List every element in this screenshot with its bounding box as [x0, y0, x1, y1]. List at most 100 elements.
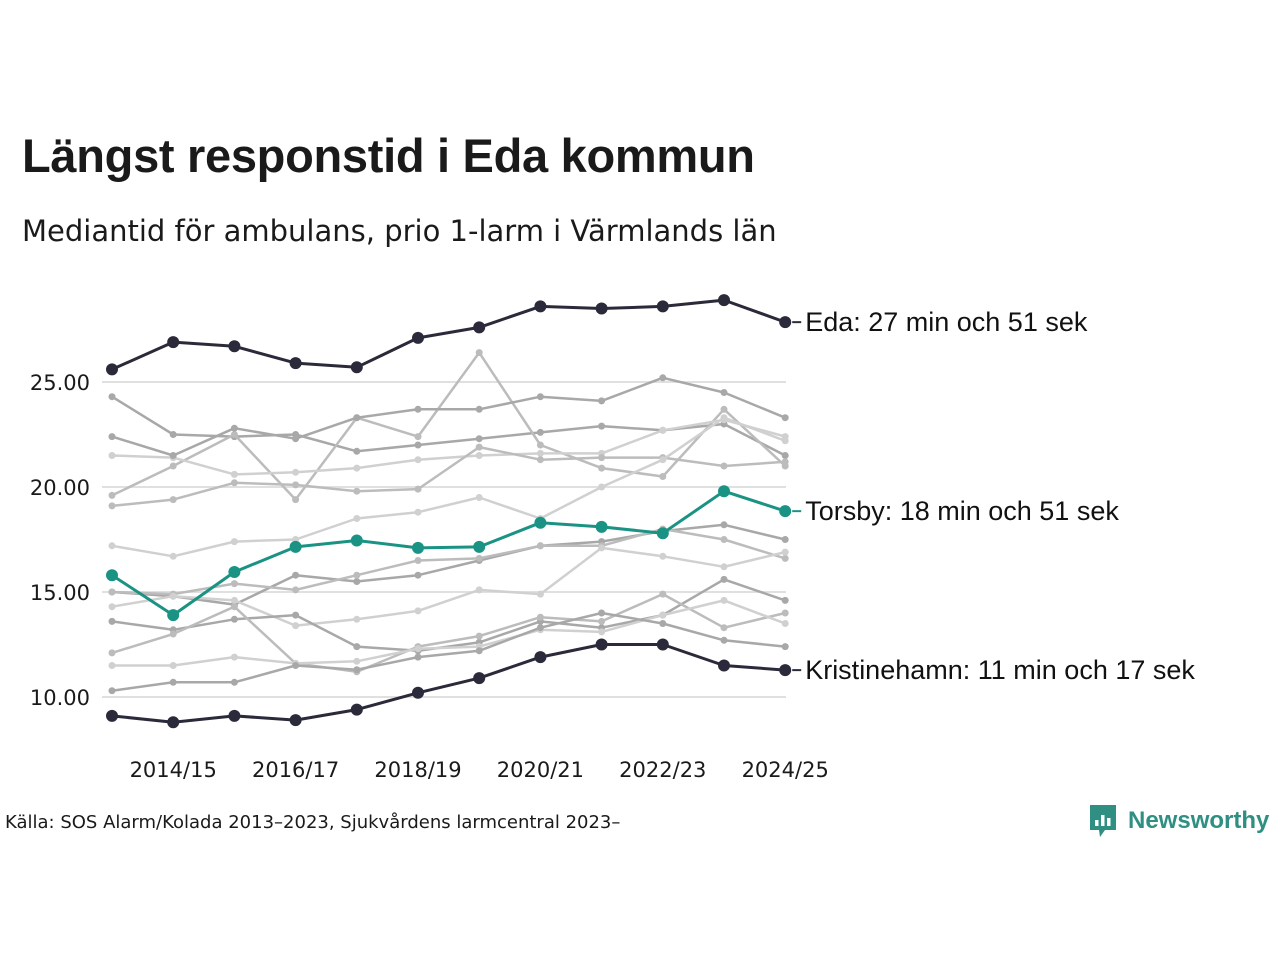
end-label-kristinehamn: Kristinehamn: 11 min och 17 sek: [805, 655, 1195, 685]
context-series-point: [720, 636, 728, 644]
highlight-series-torsby-point: [106, 569, 118, 582]
x-tick-label: 2016/17: [252, 758, 339, 782]
context-series-line: [110, 351, 787, 501]
context-series-point: [598, 483, 606, 491]
context-series-point: [475, 452, 483, 459]
highlight-series-torsby-point: [779, 505, 792, 518]
context-series-point: [781, 596, 789, 604]
context-series-point: [659, 552, 667, 560]
highlight-series-torsby-point: [350, 534, 363, 547]
y-tick-label: 15.00: [30, 581, 90, 605]
context-series-point: [720, 596, 728, 604]
context-series-line: [110, 611, 787, 692]
context-series-point: [720, 563, 728, 571]
highlight-series-kristinehamn-point: [106, 709, 118, 722]
context-series-point: [414, 571, 422, 579]
context-series-point: [292, 468, 300, 476]
context-series-point: [108, 687, 116, 695]
highlight-series-eda-point: [412, 331, 424, 344]
context-series-point: [720, 536, 728, 543]
context-series-point: [292, 435, 300, 443]
highlight-series-torsby-point: [534, 516, 547, 529]
context-series-point: [536, 542, 544, 550]
brand-name: Newsworthy: [1128, 807, 1270, 834]
context-series-point: [659, 590, 667, 598]
context-series-point: [353, 487, 361, 495]
context-series-point: [781, 437, 789, 445]
context-series-point: [169, 462, 177, 470]
context-series-point: [414, 456, 422, 464]
highlight-series-torsby-point: [228, 566, 241, 579]
context-series-point: [169, 552, 177, 560]
context-series-point: [414, 557, 422, 564]
context-series-point: [536, 449, 544, 457]
context-series-point: [414, 645, 422, 653]
context-series-point: [353, 571, 361, 579]
context-series-point: [659, 620, 667, 627]
context-series-point: [230, 431, 238, 438]
source-note: Källa: SOS Alarm/Kolada 2013–2023, Sjukv…: [5, 812, 621, 833]
context-series-point: [230, 479, 238, 487]
context-series-point: [108, 588, 116, 596]
context-series-point: [598, 422, 606, 430]
context-series-point: [353, 414, 361, 422]
context-series-point: [781, 643, 789, 651]
context-series-point: [230, 678, 238, 686]
context-series-point: [659, 473, 667, 480]
context-series-point: [108, 542, 116, 550]
y-tick-label: 10.00: [30, 686, 90, 710]
context-series-point: [475, 586, 483, 594]
end-label-eda: Eda: 27 min och 51 sek: [805, 307, 1088, 337]
highlight-series-torsby-point: [718, 485, 730, 498]
context-series-point: [292, 481, 300, 489]
context-series-line: [110, 376, 787, 457]
x-tick-label: 2020/21: [497, 758, 584, 782]
highlight-series-eda-point: [167, 336, 180, 349]
context-series-line: [110, 546, 787, 627]
context-series-point: [781, 536, 789, 543]
context-series-point: [108, 649, 116, 657]
highlight-series-eda-line: [110, 298, 787, 371]
context-series-line: [110, 592, 787, 674]
context-series-point: [414, 441, 422, 449]
context-series-point: [414, 508, 422, 516]
context-series-point: [353, 666, 361, 674]
context-series-point: [292, 622, 300, 630]
context-series-point: [108, 603, 116, 611]
context-series-point: [781, 452, 789, 459]
context-series-point: [659, 611, 667, 619]
highlight-series-eda-point: [656, 300, 669, 313]
context-series-point: [169, 431, 177, 438]
context-series-point: [414, 485, 422, 493]
highlight-series-eda-point: [228, 340, 241, 353]
context-series-point: [230, 653, 238, 661]
context-series-point: [720, 462, 728, 470]
context-series-point: [781, 554, 789, 562]
context-series-point: [475, 632, 483, 640]
context-series-point: [475, 405, 483, 413]
context-series-point: [598, 628, 606, 636]
chart-title: Längst responstid i Eda kommun: [22, 129, 755, 182]
context-series-point: [598, 544, 606, 552]
context-series-point: [720, 389, 728, 396]
context-series-point: [598, 397, 606, 405]
context-series-point: [169, 592, 177, 600]
newsworthy-logo-icon: [1090, 805, 1116, 837]
context-series-point: [720, 624, 728, 632]
highlight-series-kristinehamn-point: [228, 709, 241, 722]
context-series-point: [598, 617, 606, 625]
context-series-point: [292, 571, 300, 579]
context-series-point: [475, 647, 483, 655]
context-series-point: [475, 443, 483, 451]
context-series-point: [230, 470, 238, 478]
context-series-point: [230, 615, 238, 623]
chart-subtitle: Mediantid för ambulans, prio 1-larm i Vä…: [22, 214, 777, 248]
context-series-point: [781, 414, 789, 422]
highlight-series-eda-point: [473, 321, 486, 334]
context-series-point: [720, 405, 728, 413]
context-series-point: [598, 609, 606, 617]
context-series-point: [598, 454, 606, 462]
context-series-point: [292, 496, 300, 504]
context-series-point: [292, 662, 300, 669]
